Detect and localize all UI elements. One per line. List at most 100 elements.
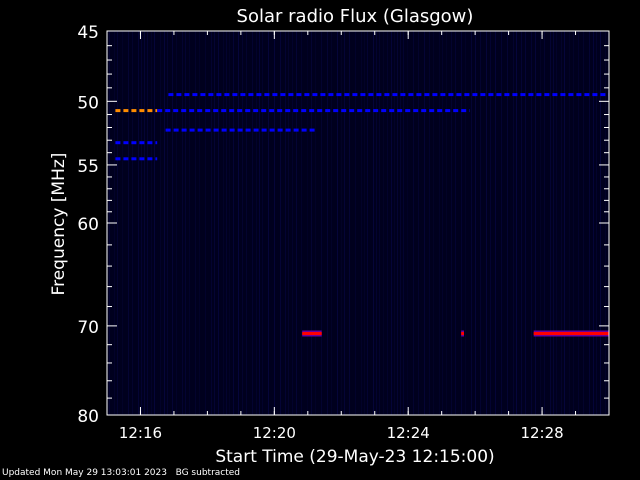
noise-stripe bbox=[218, 31, 219, 415]
noise-stripe bbox=[407, 31, 408, 415]
noise-stripe bbox=[238, 31, 239, 415]
emission-49.5MHz bbox=[544, 93, 550, 97]
emission-49.5MHz bbox=[504, 93, 510, 97]
noise-stripe bbox=[226, 31, 227, 415]
emission-50.7MHz-cont bbox=[269, 109, 275, 113]
footer-updated: Updated Mon May 29 13:03:01 2023 bbox=[2, 468, 167, 478]
noise-stripe bbox=[344, 31, 345, 415]
emission-50.7MHz-cont bbox=[197, 109, 203, 113]
emission-54.5MHz bbox=[131, 157, 137, 161]
y-tick-label: 45 bbox=[77, 23, 99, 43]
emission-52MHz bbox=[189, 128, 195, 132]
emission-52MHz bbox=[269, 128, 275, 132]
emission-49.5MHz bbox=[376, 93, 382, 97]
emission-50.7MHz bbox=[139, 109, 145, 113]
noise-stripe bbox=[544, 31, 545, 415]
emission-49.5MHz bbox=[216, 93, 222, 97]
footer-note: BG subtracted bbox=[175, 468, 241, 478]
noise-stripe bbox=[117, 31, 118, 415]
noise-stripe bbox=[535, 31, 536, 415]
y-axis-ticks: 45 50 55 60 70 80 bbox=[77, 23, 609, 427]
noise-stripe bbox=[465, 31, 466, 415]
x-tick-label: 12:24 bbox=[387, 424, 430, 442]
emission-49.5MHz bbox=[576, 93, 582, 97]
emission-50.7MHz-cont bbox=[357, 109, 363, 113]
noise-stripe bbox=[516, 31, 517, 415]
emission-71MHz-b-core bbox=[461, 332, 464, 335]
emission-54.5MHz bbox=[155, 157, 158, 161]
emission-49.5MHz bbox=[368, 93, 374, 97]
emission-50.7MHz-cont bbox=[341, 109, 347, 113]
emission-52MHz bbox=[309, 128, 315, 132]
emission-50.7MHz-cont bbox=[317, 109, 323, 113]
noise-stripe bbox=[553, 31, 554, 415]
emission-49.5MHz bbox=[392, 93, 398, 97]
noise-stripe bbox=[128, 31, 129, 415]
emission-52MHz bbox=[237, 128, 243, 132]
emission-50.7MHz-cont bbox=[261, 109, 267, 113]
emission-49.5MHz bbox=[464, 93, 470, 97]
noise-stripe bbox=[391, 31, 392, 415]
emission-54.5MHz bbox=[139, 157, 145, 161]
emission-50.7MHz-cont bbox=[397, 109, 403, 113]
emission-50.7MHz-cont bbox=[229, 109, 235, 113]
emission-50.7MHz-cont bbox=[365, 109, 371, 113]
emission-52MHz bbox=[165, 128, 171, 132]
noise-stripe bbox=[321, 31, 322, 415]
noise-stripe bbox=[160, 31, 161, 415]
emission-49.5MHz bbox=[296, 93, 302, 97]
noise-stripe bbox=[480, 31, 481, 415]
x-tick-label: 12:20 bbox=[253, 424, 296, 442]
emission-49.5MHz bbox=[520, 93, 526, 97]
emission-54.5MHz bbox=[147, 157, 153, 161]
noise-stripe bbox=[573, 31, 574, 415]
emission-49.5MHz bbox=[584, 93, 590, 97]
noise-stripe bbox=[246, 31, 247, 415]
noise-stripe bbox=[451, 31, 452, 415]
noise-stripe bbox=[164, 31, 165, 415]
emission-49.5MHz bbox=[440, 93, 446, 97]
emission-49.5MHz bbox=[360, 93, 366, 97]
emission-49.5MHz bbox=[352, 93, 358, 97]
noise-stripe bbox=[413, 31, 414, 415]
noise-stripe bbox=[361, 31, 362, 415]
emission-50.7MHz-cont bbox=[221, 109, 227, 113]
noise-stripe bbox=[337, 31, 338, 415]
noise-stripe bbox=[387, 31, 388, 415]
x-axis-ticks: 12:16 12:20 12:24 12:28 bbox=[106, 31, 610, 442]
noise-stripe bbox=[172, 31, 173, 415]
noise-stripe bbox=[596, 31, 597, 415]
x-tick-label: 12:16 bbox=[119, 424, 162, 442]
noise-stripe bbox=[501, 31, 502, 415]
noise-stripe bbox=[429, 31, 430, 415]
emission-49.5MHz bbox=[472, 93, 478, 97]
noise-stripe bbox=[327, 31, 328, 415]
noise-stripe bbox=[373, 31, 374, 415]
noise-stripe bbox=[589, 31, 590, 415]
noise-stripe bbox=[364, 31, 365, 415]
emission-52MHz bbox=[197, 128, 203, 132]
noise-stripe bbox=[280, 31, 281, 415]
emission-52MHz bbox=[205, 128, 211, 132]
emission-49.5MHz bbox=[336, 93, 342, 97]
y-tick-label: 80 bbox=[77, 407, 99, 427]
emission-49.5MHz bbox=[184, 93, 190, 97]
noise-stripe bbox=[556, 31, 557, 415]
noise-stripe bbox=[268, 31, 269, 415]
emission-52MHz bbox=[285, 128, 291, 132]
noise-stripe bbox=[199, 31, 200, 415]
emission-50.7MHz-cont bbox=[421, 109, 427, 113]
emission-49.5MHz bbox=[208, 93, 214, 97]
noise-stripe bbox=[205, 31, 206, 415]
noise-stripe bbox=[424, 31, 425, 415]
emission-53MHz bbox=[139, 141, 145, 145]
footer: Updated Mon May 29 13:03:01 2023 BG subt… bbox=[2, 468, 240, 478]
emission-49.5MHz bbox=[488, 93, 494, 97]
emission-50.7MHz-cont bbox=[445, 109, 451, 113]
emission-50.7MHz-cont bbox=[173, 109, 179, 113]
noise-stripe bbox=[274, 31, 275, 415]
emission-50.7MHz-cont bbox=[301, 109, 307, 113]
emission-49.5MHz bbox=[496, 93, 502, 97]
emission-50.7MHz-cont bbox=[213, 109, 219, 113]
emission-49.5MHz bbox=[384, 93, 390, 97]
